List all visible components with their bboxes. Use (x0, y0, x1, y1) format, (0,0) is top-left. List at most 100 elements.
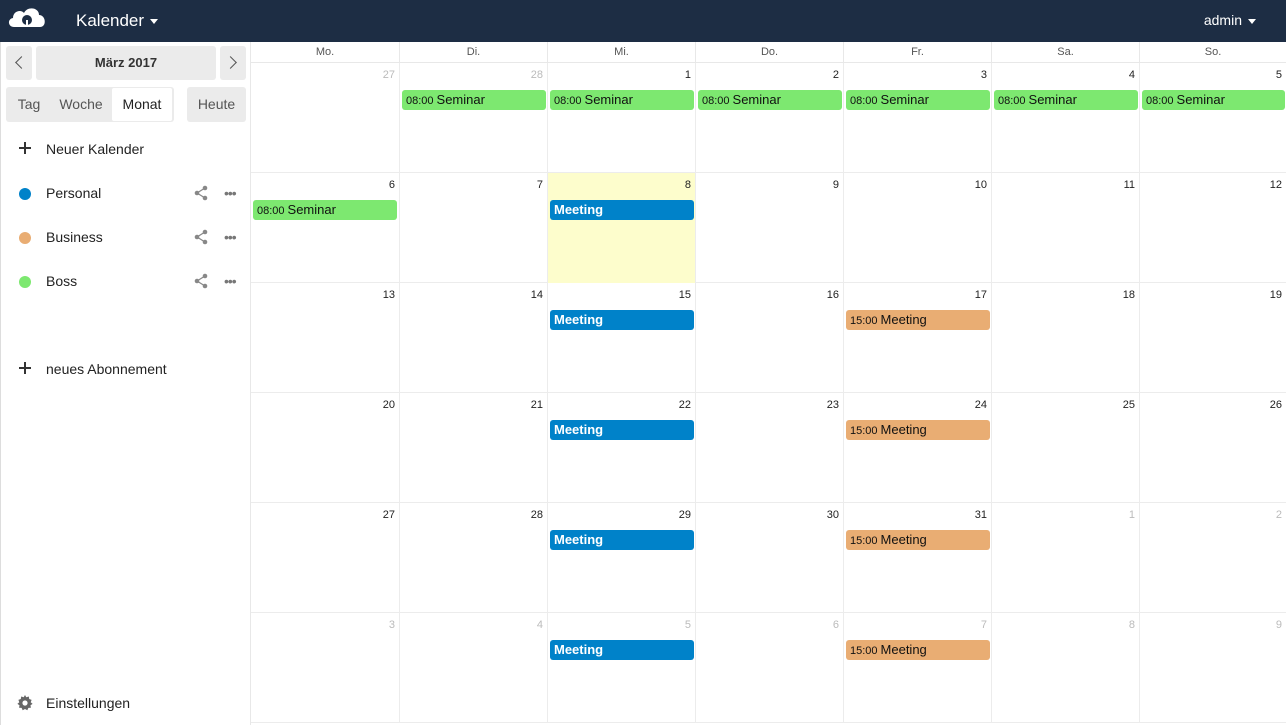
event-meeting[interactable]: 15:00 Meeting (846, 310, 990, 330)
day-cell[interactable]: 4 (399, 613, 547, 723)
day-cell[interactable]: 7 15:00 Meeting (843, 613, 991, 723)
week-row: 6 08:00 Seminar 7 8 Meeting 9 10 11 12 (251, 173, 1286, 283)
day-cell[interactable]: 3 (251, 613, 399, 723)
day-cell[interactable]: 7 (399, 173, 547, 283)
day-cell[interactable]: 14 (399, 283, 547, 393)
settings-label: Einstellungen (46, 695, 131, 711)
event-meeting[interactable]: 15:00 Meeting (846, 420, 990, 440)
day-number: 16 (826, 289, 839, 301)
day-cell[interactable]: 1 (991, 503, 1139, 613)
app-menu[interactable]: Kalender (76, 11, 159, 31)
day-number: 1 (1128, 509, 1135, 521)
day-number: 6 (832, 619, 839, 631)
share-icon[interactable] (193, 273, 209, 289)
share-icon[interactable] (193, 229, 209, 245)
day-cell[interactable]: 2 08:00 Seminar (695, 63, 843, 173)
day-cell[interactable]: 6 08:00 Seminar (251, 173, 399, 283)
day-cell[interactable]: 12 (1139, 173, 1286, 283)
day-cell[interactable]: 13 (251, 283, 399, 393)
user-menu[interactable]: admin (1204, 12, 1256, 28)
calendar-color-dot[interactable] (19, 276, 31, 288)
calendar-item-business[interactable]: Business ••• (1, 218, 251, 258)
day-cell[interactable]: 2 (1139, 503, 1286, 613)
more-options-icon[interactable]: ••• (224, 185, 237, 201)
day-cell[interactable]: 9 (695, 173, 843, 283)
chevron-down-icon (1248, 18, 1256, 24)
day-cell[interactable]: 8 (991, 613, 1139, 723)
cloud-logo-icon[interactable] (6, 3, 48, 35)
tab-month[interactable]: Monat (112, 88, 172, 121)
day-cell[interactable]: 20 (251, 393, 399, 503)
day-cell[interactable]: 27 (251, 503, 399, 613)
day-number: 22 (678, 399, 691, 411)
weekday-header: So. (1139, 42, 1286, 63)
today-button[interactable]: Heute (187, 87, 246, 122)
new-calendar-label: Neuer Kalender (46, 141, 145, 157)
day-cell[interactable]: 4 08:00 Seminar (991, 63, 1139, 173)
new-subscription-button[interactable]: neues Abonnement (1, 350, 251, 390)
next-month-button[interactable] (220, 46, 246, 80)
day-cell[interactable]: 24 15:00 Meeting (843, 393, 991, 503)
week-row: 13 14 15 Meeting 16 17 15:00 Meeting 18 19 (251, 283, 1286, 393)
event-time: 08:00 (406, 95, 434, 107)
day-cell[interactable]: 11 (991, 173, 1139, 283)
event-seminar[interactable]: 08:00 Seminar (253, 200, 397, 220)
day-cell[interactable]: 10 (843, 173, 991, 283)
day-cell[interactable]: 29 Meeting (547, 503, 695, 613)
tab-week[interactable]: Woche (59, 96, 103, 112)
day-cell[interactable]: 15 Meeting (547, 283, 695, 393)
day-cell[interactable]: 27 (251, 63, 399, 173)
event-meeting[interactable]: Meeting (550, 310, 694, 330)
event-seminar[interactable]: 08:00 Seminar (1142, 90, 1285, 110)
day-cell[interactable]: 9 (1139, 613, 1286, 723)
event-seminar[interactable]: 08:00 Seminar (550, 90, 694, 110)
day-cell[interactable]: 22 Meeting (547, 393, 695, 503)
day-cell-today[interactable]: 8 Meeting (547, 173, 695, 283)
day-number: 8 (1128, 619, 1135, 631)
day-cell[interactable]: 5 08:00 Seminar (1139, 63, 1286, 173)
day-cell[interactable]: 28 (399, 503, 547, 613)
calendar-item-personal[interactable]: Personal ••• (1, 174, 251, 214)
event-seminar[interactable]: 08:00 Seminar (846, 90, 990, 110)
day-cell[interactable]: 5 Meeting (547, 613, 695, 723)
calendar-color-dot[interactable] (19, 188, 31, 200)
share-icon[interactable] (193, 185, 209, 201)
day-cell[interactable]: 25 (991, 393, 1139, 503)
month-picker-button[interactable]: März 2017 (36, 46, 216, 80)
tab-day[interactable]: Tag (17, 96, 41, 112)
new-calendar-button[interactable]: Neuer Kalender (1, 130, 251, 170)
settings-button[interactable]: Einstellungen (1, 684, 251, 724)
weekday-header: Sa. (991, 42, 1139, 63)
day-cell[interactable]: 30 (695, 503, 843, 613)
day-cell[interactable]: 18 (991, 283, 1139, 393)
day-number: 21 (530, 399, 543, 411)
day-number: 24 (974, 399, 987, 411)
more-options-icon[interactable]: ••• (224, 229, 237, 245)
event-meeting[interactable]: Meeting (550, 420, 694, 440)
event-time: 08:00 (257, 205, 285, 217)
calendar-color-dot[interactable] (19, 232, 31, 244)
day-cell[interactable]: 26 (1139, 393, 1286, 503)
day-cell[interactable]: 3 08:00 Seminar (843, 63, 991, 173)
event-meeting[interactable]: Meeting (550, 200, 694, 220)
event-seminar[interactable]: 08:00 Seminar (698, 90, 842, 110)
day-cell[interactable]: 21 (399, 393, 547, 503)
event-seminar[interactable]: 08:00 Seminar (994, 90, 1138, 110)
day-cell[interactable]: 16 (695, 283, 843, 393)
day-cell[interactable]: 6 (695, 613, 843, 723)
event-meeting[interactable]: Meeting (550, 530, 694, 550)
event-seminar[interactable]: 08:00 Seminar (402, 90, 546, 110)
event-meeting[interactable]: Meeting (550, 640, 694, 660)
day-cell[interactable]: 1 08:00 Seminar (547, 63, 695, 173)
event-meeting[interactable]: 15:00 Meeting (846, 530, 990, 550)
day-cell[interactable]: 31 15:00 Meeting (843, 503, 991, 613)
event-meeting[interactable]: 15:00 Meeting (846, 640, 990, 660)
day-cell[interactable]: 28 08:00 Seminar (399, 63, 547, 173)
more-options-icon[interactable]: ••• (224, 273, 237, 289)
day-cell[interactable]: 19 (1139, 283, 1286, 393)
prev-month-button[interactable] (6, 46, 32, 80)
calendar-item-boss[interactable]: Boss ••• (1, 262, 251, 302)
event-title: Seminar (584, 92, 633, 107)
day-cell[interactable]: 23 (695, 393, 843, 503)
day-cell[interactable]: 17 15:00 Meeting (843, 283, 991, 393)
